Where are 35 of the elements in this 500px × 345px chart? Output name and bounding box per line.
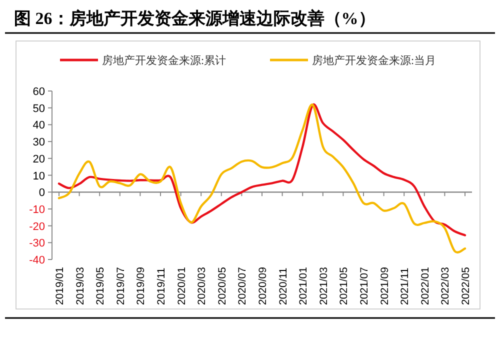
x-tick-label: 2019/07 bbox=[114, 266, 127, 305]
x-tick-label: 2021/11 bbox=[399, 268, 412, 305]
x-tick-label: 2019/09 bbox=[135, 266, 148, 305]
y-tick-label: 40 bbox=[32, 120, 45, 132]
x-tick-label: 2022/05 bbox=[460, 266, 472, 305]
x-tick-label: 2019/01 bbox=[54, 266, 66, 305]
x-tick-label: 2020/05 bbox=[216, 266, 228, 305]
x-tick-label: 2020/09 bbox=[257, 266, 269, 305]
x-tick-label: 2019/11 bbox=[156, 268, 168, 305]
chart-title: 图 26：房地产开发资金来源增速边际改善（%） bbox=[14, 8, 376, 28]
x-tick-label: 2021/09 bbox=[378, 266, 391, 305]
y-tick-label: -20 bbox=[29, 220, 45, 233]
x-tick-label: 2020/11 bbox=[277, 268, 290, 305]
x-tick-label: 2021/05 bbox=[338, 266, 350, 305]
y-tick-label: 0 bbox=[38, 187, 45, 200]
x-tick-label: 2019/05 bbox=[94, 266, 107, 305]
y-tick-label: -10 bbox=[29, 204, 45, 216]
x-tick-label: 2022/03 bbox=[440, 266, 452, 305]
x-tick-label: 2021/07 bbox=[358, 266, 370, 305]
x-tick-label: 2021/03 bbox=[318, 266, 330, 305]
x-tick-label: 2022/01 bbox=[419, 266, 432, 305]
y-tick-label: 30 bbox=[32, 136, 45, 149]
x-tick-label: 2020/03 bbox=[196, 266, 208, 305]
legend-label: 房地产开发资金来源:累计 bbox=[102, 54, 226, 67]
x-tick-label: 2021/01 bbox=[298, 266, 310, 305]
y-tick-label: -30 bbox=[29, 238, 45, 250]
y-tick-label: 10 bbox=[32, 170, 45, 182]
y-tick-label: 50 bbox=[32, 102, 45, 115]
y-tick-label: -40 bbox=[29, 254, 45, 266]
y-tick-label: 60 bbox=[32, 86, 45, 98]
x-tick-label: 2019/03 bbox=[74, 266, 86, 305]
x-tick-label: 2020/01 bbox=[176, 266, 188, 305]
x-tick-label: 2020/07 bbox=[236, 266, 249, 305]
legend-label: 房地产开发资金来源:当月 bbox=[312, 54, 436, 67]
y-tick-label: 20 bbox=[32, 153, 45, 166]
